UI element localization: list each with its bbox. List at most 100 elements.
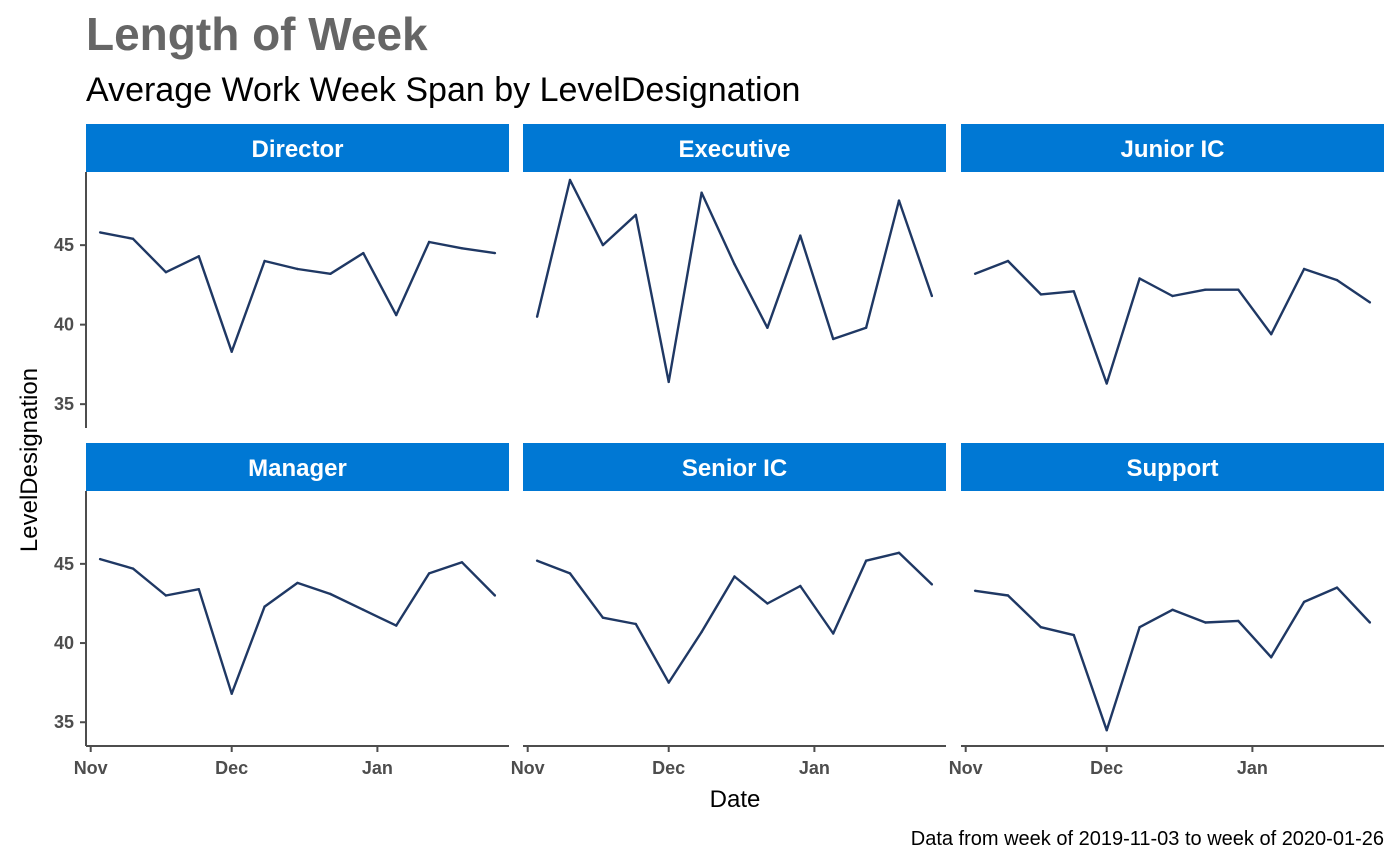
data-point	[930, 294, 934, 298]
panel-executive: Executive	[523, 124, 946, 384]
data-point	[493, 251, 497, 255]
data-point	[197, 588, 200, 591]
chart-caption: Data from week of 2019-11-03 to week of …	[911, 828, 1384, 850]
data-point	[395, 624, 398, 627]
data-point	[930, 583, 934, 586]
data-point	[634, 213, 637, 217]
data-point	[98, 231, 102, 234]
panel-director: Director 35 40 45	[54, 124, 509, 428]
data-point	[329, 272, 332, 275]
series-line-director	[99, 231, 496, 353]
data-point	[263, 605, 266, 608]
x-tick-label: Dec	[1090, 758, 1123, 778]
x-tick-label: Jan	[1237, 758, 1268, 778]
data-point	[1006, 594, 1010, 597]
data-point	[427, 572, 431, 575]
data-point	[197, 255, 200, 258]
data-point	[98, 557, 102, 561]
data-point	[296, 581, 299, 585]
data-point	[1105, 382, 1108, 385]
data-point	[460, 561, 464, 564]
facet-strip-label: Senior IC	[682, 455, 787, 482]
data-point	[362, 251, 365, 255]
data-point	[1270, 656, 1273, 659]
chart-title: Length of Week	[86, 8, 428, 60]
data-point	[864, 559, 868, 562]
data-point	[799, 584, 802, 588]
data-point	[1072, 290, 1076, 293]
data-point	[535, 559, 539, 562]
x-tick-label: Nov	[949, 758, 983, 778]
data-point	[1039, 293, 1043, 296]
data-point	[395, 313, 398, 317]
data-point	[733, 575, 736, 578]
data-point	[1105, 729, 1108, 732]
data-point	[897, 551, 901, 554]
data-point	[864, 326, 868, 329]
y-tick-label: 35	[54, 712, 74, 732]
facet-strip-label: Manager	[248, 455, 347, 482]
data-point	[460, 247, 464, 250]
data-point	[973, 589, 977, 592]
data-point	[427, 240, 431, 244]
x-tick-label: Dec	[215, 758, 248, 778]
panel-manager: Manager 35 40 45 Nov Dec Jan	[54, 443, 509, 778]
facet-strip-label: Support	[1127, 455, 1219, 482]
data-point	[799, 234, 802, 237]
panel-support: Support Nov Dec Jan	[949, 443, 1384, 778]
data-point	[667, 380, 670, 384]
data-point	[230, 350, 233, 353]
facet-strip	[86, 124, 509, 172]
data-point	[1171, 608, 1174, 611]
y-axis-title: LevelDesignation	[16, 368, 43, 552]
x-tick-label: Dec	[652, 758, 685, 778]
data-point	[601, 616, 605, 619]
facet-strip-label: Executive	[678, 136, 790, 163]
data-point	[667, 681, 670, 684]
data-point	[296, 267, 299, 271]
facet-strip-label: Junior IC	[1120, 136, 1224, 163]
data-point	[634, 622, 637, 626]
y-tick-label: 45	[54, 554, 74, 574]
facet-strip	[523, 443, 946, 491]
data-point	[131, 567, 135, 570]
data-point	[700, 191, 703, 194]
x-tick-label: Nov	[511, 758, 545, 778]
data-point	[493, 594, 497, 597]
data-point	[832, 337, 835, 341]
data-point	[766, 326, 769, 329]
chart-subtitle: Average Work Week Span by LevelDesignati…	[86, 71, 800, 109]
data-point	[733, 263, 736, 266]
series-line-senior-ic	[536, 551, 933, 684]
data-point	[1237, 619, 1240, 623]
x-tick-label: Jan	[362, 758, 393, 778]
y-tick-label: 40	[54, 315, 74, 335]
facet-strip	[86, 443, 509, 491]
panel-junior-ic: Junior IC	[961, 124, 1384, 385]
data-point	[700, 630, 703, 634]
data-point	[1204, 621, 1207, 624]
data-point	[131, 237, 135, 240]
data-point	[263, 259, 266, 263]
facet-strip	[961, 124, 1384, 172]
data-point	[766, 602, 769, 605]
y-tick-label: 40	[54, 633, 74, 653]
data-point	[1138, 277, 1141, 280]
data-point	[1302, 600, 1306, 604]
data-point	[1006, 259, 1010, 263]
facet-strip	[523, 124, 946, 172]
panel-senior-ic: Senior IC Nov Dec Jan	[511, 443, 946, 778]
series-line-manager	[99, 557, 496, 695]
data-point	[329, 592, 332, 596]
data-point	[568, 178, 572, 182]
y-tick-label: 35	[54, 394, 74, 414]
y-tick-label: 45	[54, 235, 74, 255]
data-point	[601, 243, 605, 247]
data-point	[362, 608, 365, 611]
series-line-junior-ic	[974, 259, 1371, 385]
facet-strip	[961, 443, 1384, 491]
series-line-executive	[535, 178, 934, 384]
data-point	[1335, 586, 1339, 589]
data-point	[1204, 288, 1207, 291]
